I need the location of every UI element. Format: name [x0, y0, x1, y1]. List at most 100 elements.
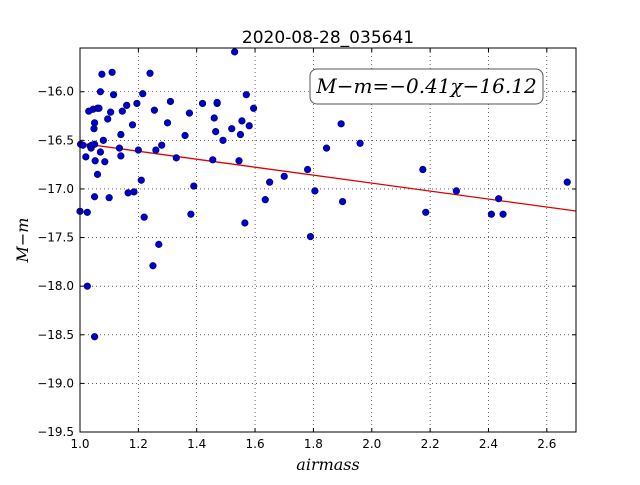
data-point [228, 125, 236, 133]
data-point [140, 213, 148, 221]
annotation-frame [309, 68, 544, 105]
data-point [338, 198, 347, 206]
data-point [190, 182, 198, 190]
data-point [117, 152, 125, 160]
y-tick-label: −17.5 [37, 231, 74, 245]
data-point [91, 157, 99, 165]
data-point [90, 119, 99, 127]
x-tick-label: 2.4 [479, 437, 498, 451]
y-tick-label: −18.5 [37, 328, 74, 342]
data-point [93, 170, 102, 178]
data-point [419, 165, 427, 174]
data-point [212, 128, 220, 136]
data-point [356, 139, 364, 147]
axis-ticks: 1.0 1.2 1.4 1.6 1.8 2.0 2.2 2.4 2.6 −16.0 −16.5 −17… [37, 48, 576, 451]
data-point [146, 69, 154, 77]
data-point [172, 154, 180, 162]
data-point [109, 91, 118, 99]
y-tick-label: −16.5 [37, 133, 74, 147]
y-tick-label: −17.0 [37, 182, 74, 196]
y-tick-label: −18.0 [37, 279, 74, 293]
data-point [134, 146, 142, 154]
data-point [303, 165, 312, 174]
chart-title: 2020-08-28_035641 [242, 28, 414, 48]
data-point [150, 106, 158, 114]
data-point [83, 208, 91, 216]
data-point [236, 130, 245, 139]
data-point [90, 333, 99, 341]
data-point [209, 156, 217, 164]
data-point [238, 117, 246, 125]
data-point [266, 178, 274, 186]
data-point [95, 104, 103, 112]
data-point [83, 282, 91, 290]
data-point [250, 104, 258, 112]
data-point [563, 178, 571, 186]
data-point [133, 99, 141, 108]
plot-frame [79, 47, 577, 433]
y-tick-label: −16.0 [37, 85, 74, 99]
data-point [213, 98, 221, 107]
x-tick-label: 2.2 [421, 437, 440, 451]
fit-equation-label: M−m=−0.41χ−16.12 [315, 74, 536, 98]
data-point [166, 97, 175, 106]
data-point [311, 187, 319, 195]
data-point [124, 189, 132, 197]
data-point [280, 172, 288, 180]
data-point [152, 146, 160, 154]
data-point [90, 140, 99, 148]
data-point [422, 208, 430, 216]
data-point [104, 115, 112, 123]
fit-line-layer [79, 142, 577, 212]
data-point [105, 194, 113, 202]
data-point [219, 136, 227, 144]
data-point [181, 131, 189, 140]
data-point [487, 210, 495, 218]
data-point [117, 130, 125, 139]
data-point [322, 144, 331, 152]
data-point [123, 101, 131, 109]
data-point [187, 210, 195, 218]
data-point [96, 88, 105, 96]
y-tick-label: −19.0 [37, 376, 74, 390]
y-tick-label: −19.5 [37, 425, 74, 439]
y-axis-label: M−m [13, 218, 32, 264]
data-point [185, 109, 194, 117]
plot-area [80, 48, 576, 432]
data-point [495, 195, 503, 203]
data-point [245, 122, 253, 130]
data-point [235, 157, 243, 165]
annotation-box: M−m=−0.41χ−16.12 [309, 68, 544, 105]
data-point [137, 176, 145, 184]
data-points [76, 48, 571, 341]
data-point [149, 262, 157, 270]
data-point [337, 120, 345, 128]
data-point [130, 188, 138, 196]
data-point [99, 136, 107, 144]
data-point [306, 232, 315, 241]
data-point [118, 107, 126, 115]
data-point [98, 70, 106, 78]
data-point [128, 121, 137, 129]
data-point [452, 187, 460, 195]
data-point [241, 219, 249, 227]
data-point [210, 114, 218, 122]
data-point [261, 196, 269, 204]
x-tick-label: 1.6 [246, 437, 265, 451]
data-point [115, 144, 123, 152]
data-point [139, 90, 147, 98]
x-tick-label: 1.2 [129, 437, 148, 451]
data-point [242, 91, 250, 99]
data-point [108, 68, 116, 76]
x-tick-label: 1.4 [187, 437, 206, 451]
data-point [107, 108, 115, 116]
x-tick-label: 1.8 [304, 437, 323, 451]
data-point [198, 99, 207, 108]
data-point [163, 119, 172, 127]
data-point [499, 210, 507, 218]
fit-line [79, 142, 577, 212]
x-tick-label: 2.6 [537, 437, 556, 451]
data-point [82, 153, 90, 161]
